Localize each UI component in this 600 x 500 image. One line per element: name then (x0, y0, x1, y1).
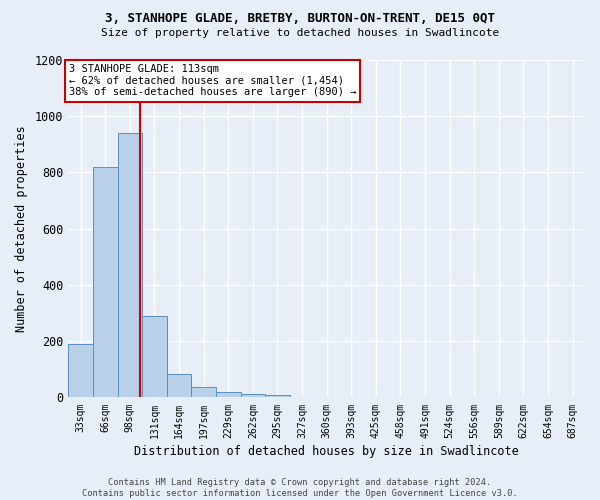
Bar (93, 167, 118, 398)
Bar (265, 394, 290, 398)
Bar (216, 392, 241, 398)
Bar (68, 344, 93, 398)
X-axis label: Distribution of detached houses by size in Swadlincote: Distribution of detached houses by size … (134, 444, 519, 458)
Bar (167, 374, 191, 398)
Bar (142, 316, 167, 398)
Text: 3 STANHOPE GLADE: 113sqm
← 62% of detached houses are smaller (1,454)
38% of sem: 3 STANHOPE GLADE: 113sqm ← 62% of detach… (68, 64, 356, 98)
Text: 3, STANHOPE GLADE, BRETBY, BURTON-ON-TRENT, DE15 0QT: 3, STANHOPE GLADE, BRETBY, BURTON-ON-TRE… (105, 12, 495, 26)
Text: Contains HM Land Registry data © Crown copyright and database right 2024.
Contai: Contains HM Land Registry data © Crown c… (82, 478, 518, 498)
Text: Size of property relative to detached houses in Swadlincote: Size of property relative to detached ho… (101, 28, 499, 38)
Y-axis label: Number of detached properties: Number of detached properties (15, 126, 28, 332)
Bar (191, 387, 216, 398)
Bar (118, 133, 142, 398)
Bar (241, 394, 265, 398)
